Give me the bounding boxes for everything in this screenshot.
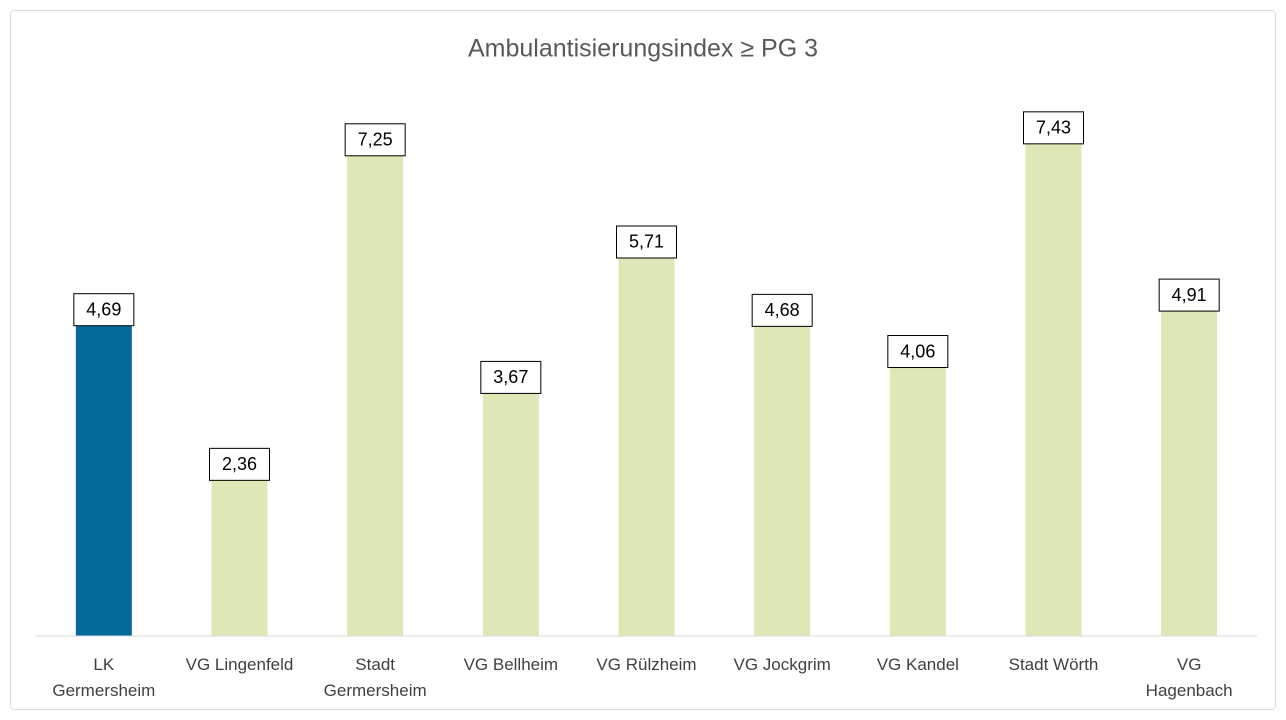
- data-label: 4,91: [1172, 285, 1207, 305]
- bar: [75, 324, 132, 636]
- data-label-box: [344, 123, 406, 157]
- bar: [1025, 142, 1082, 637]
- bar: [618, 256, 675, 636]
- x-tick-label: VG Hagenbach: [1145, 655, 1233, 700]
- data-label-box: [73, 293, 135, 327]
- chart-title: Ambulantisierungsindex ≥ PG 3: [468, 35, 818, 63]
- data-label: 4,68: [765, 300, 800, 320]
- data-label-box: [1158, 278, 1220, 312]
- data-label: 7,25: [358, 130, 393, 150]
- data-label: 4,69: [86, 299, 121, 319]
- x-tick-label: VG Jockgrim: [733, 655, 831, 674]
- x-tick-label: VG Bellheim: [463, 655, 559, 674]
- x-tick-label: VG Rülzheim: [596, 655, 697, 674]
- data-label-box: [751, 293, 813, 327]
- data-label: 3,67: [493, 367, 528, 387]
- data-label: 7,43: [1036, 118, 1071, 138]
- data-label-box: [480, 360, 542, 394]
- data-label-box: [887, 335, 949, 369]
- bar: [754, 325, 811, 636]
- bar: [482, 392, 539, 636]
- data-label: 4,06: [900, 341, 935, 361]
- bar: [889, 366, 946, 636]
- x-tick-label: Stadt Wörth: [1008, 655, 1099, 674]
- data-label-box: [209, 447, 270, 481]
- x-tick-label: VG Lingenfeld: [185, 655, 294, 674]
- data-label-box: [1023, 111, 1084, 145]
- bar: [347, 154, 404, 636]
- x-tick-label: VG Kandel: [876, 655, 959, 674]
- bar: [211, 479, 268, 636]
- bar: [1161, 310, 1218, 636]
- data-label: 5,71: [629, 232, 664, 252]
- x-tick-label: LK Germersheim: [52, 655, 156, 700]
- data-label: 2,36: [222, 454, 257, 474]
- data-label-box: [616, 225, 677, 259]
- x-tick-label: Stadt Germersheim: [323, 655, 427, 700]
